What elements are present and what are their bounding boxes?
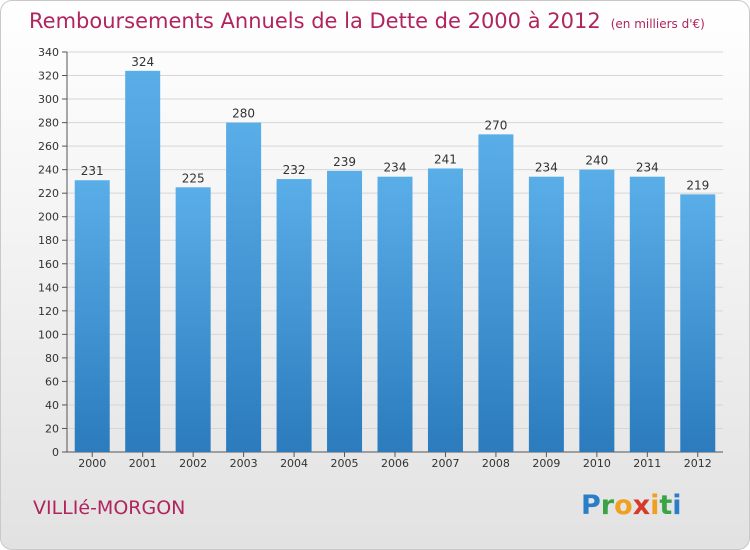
x-tick-label: 2012 [684, 457, 712, 470]
value-label: 241 [434, 152, 457, 166]
logo-letter: o [614, 490, 633, 521]
bar-2003 [226, 122, 262, 453]
bar-2012 [680, 194, 716, 452]
proxiti-logo[interactable]: Proxiti [581, 490, 682, 521]
value-label: 234 [636, 161, 659, 175]
bar-2011 [629, 176, 665, 453]
value-label: 270 [484, 118, 507, 132]
value-label: 240 [585, 154, 608, 168]
x-tick-label: 2011 [633, 457, 661, 470]
y-tick-label: 80 [45, 352, 59, 365]
y-tick-label: 60 [45, 375, 59, 388]
x-tick-label: 2009 [532, 457, 560, 470]
x-tick-label: 2001 [129, 457, 157, 470]
bar-2007 [427, 168, 463, 452]
y-tick-label: 120 [38, 305, 59, 318]
y-tick-label: 140 [38, 281, 59, 294]
bar-2009 [528, 176, 564, 453]
x-tick-label: 2007 [431, 457, 459, 470]
x-tick-label: 2000 [78, 457, 106, 470]
place-name: VILLIé-MORGON [33, 497, 186, 519]
x-tick-label: 2008 [482, 457, 510, 470]
bar-2004 [276, 179, 312, 452]
x-tick-label: 2006 [381, 457, 409, 470]
bar-2005 [327, 170, 363, 452]
bar-2002 [175, 187, 211, 452]
bars [74, 70, 716, 453]
x-tick-label: 2002 [179, 457, 207, 470]
x-tick-label: 2003 [230, 457, 258, 470]
x-tick-label: 2010 [583, 457, 611, 470]
chart-subtitle: (en milliers d'€) [610, 17, 705, 31]
value-label: 234 [384, 161, 407, 175]
logo-letter: P [581, 490, 601, 521]
y-tick-label: 180 [38, 234, 59, 247]
value-label: 239 [333, 155, 356, 169]
labels: 2000 231 2001 324 2002 225 2003 280 2004 232 2005 2… [78, 55, 712, 470]
y-tick-label: 20 [45, 422, 59, 435]
logo-letter: x [632, 490, 651, 521]
value-label: 219 [686, 178, 709, 192]
value-label: 234 [535, 161, 558, 175]
bar-2010 [579, 169, 615, 452]
value-label: 280 [232, 107, 255, 121]
y-tick-label: 40 [45, 399, 59, 412]
value-label: 324 [131, 55, 154, 69]
value-label: 231 [81, 164, 104, 178]
logo-letter: t [659, 490, 673, 521]
value-label: 232 [283, 163, 306, 177]
y-tick-label: 200 [38, 211, 59, 224]
x-tick-label: 2004 [280, 457, 308, 470]
y-tick-label: 160 [38, 258, 59, 271]
y-tick-label: 340 [38, 46, 59, 59]
y-tick-label: 300 [38, 93, 59, 106]
y-tick-label: 100 [38, 328, 59, 341]
bar-2000 [74, 180, 110, 452]
bar-2006 [377, 176, 413, 453]
logo-letter: r [600, 490, 615, 521]
bar-2008 [478, 134, 514, 452]
chart-title: Remboursements Annuels de la Dette de 20… [29, 9, 705, 33]
y-tick-label: 240 [38, 164, 59, 177]
bar-2001 [125, 70, 161, 452]
logo-letter: i [650, 490, 660, 521]
logo-letter: i [672, 490, 682, 521]
y-tick-label: 280 [38, 117, 59, 130]
y-tick-label: 220 [38, 187, 59, 200]
y-tick-label: 0 [52, 446, 59, 459]
y-tick-label: 260 [38, 140, 59, 153]
y-tick-label: 320 [38, 70, 59, 83]
x-tick-label: 2005 [331, 457, 359, 470]
chart-title-text: Remboursements Annuels de la Dette de 20… [29, 9, 601, 33]
value-label: 225 [182, 171, 205, 185]
